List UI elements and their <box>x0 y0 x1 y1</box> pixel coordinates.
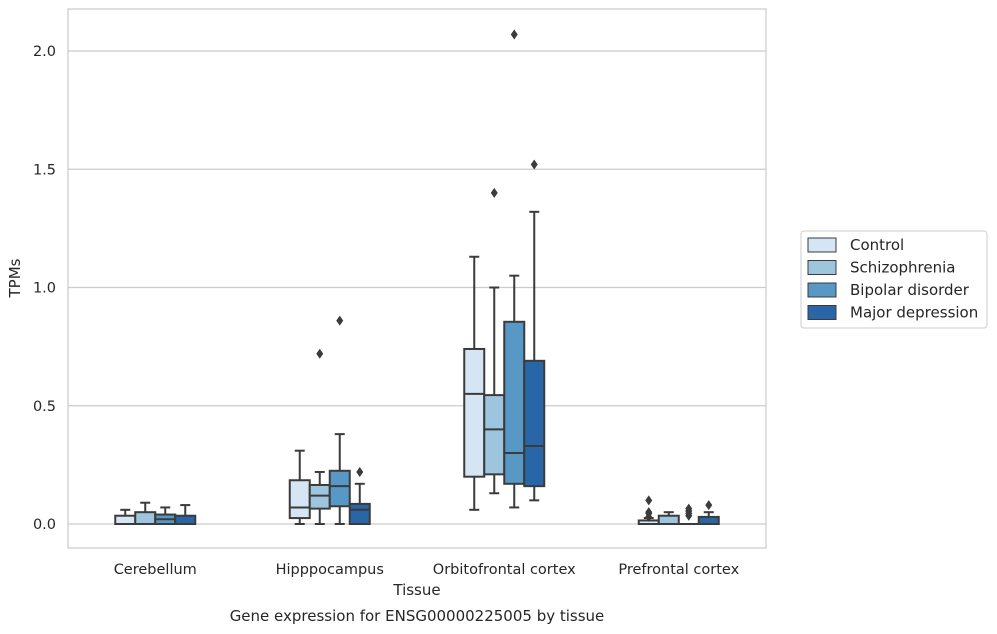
outlier-point <box>490 187 498 198</box>
x-tick-label: Cerebellum <box>114 562 197 578</box>
legend-swatch <box>807 260 837 275</box>
legend-swatch <box>807 237 837 253</box>
box <box>523 359 546 488</box>
legend: Control Schizophrenia Bipolar disorder Majo… <box>800 230 988 329</box>
box <box>657 514 680 525</box>
chart-caption: Gene expression for ENSG00000225005 by t… <box>230 607 605 625</box>
plot-area-background <box>68 9 766 548</box>
box <box>697 515 720 526</box>
legend-label: Major depression <box>850 304 978 322</box>
outlier-point <box>316 348 324 359</box>
box <box>483 394 506 476</box>
x-tick-label: Prefrontal cortex <box>618 562 739 578</box>
y-axis-ticks: 0.0 0.5 1.0 1.5 2.0 <box>33 44 56 533</box>
box <box>503 320 526 485</box>
outlier-point <box>645 507 653 518</box>
box <box>348 502 371 525</box>
legend-label: Control <box>850 236 904 254</box>
box <box>463 347 486 478</box>
x-axis-label: Tissue <box>392 581 440 599</box>
y-tick-label: 0.5 <box>33 399 56 415</box>
box <box>288 479 311 520</box>
box-group <box>637 495 720 526</box>
outlier-point <box>510 29 518 40</box>
legend-label: Schizophrenia <box>850 259 955 277</box>
outlier-point <box>530 159 538 170</box>
y-tick-label: 1.5 <box>33 162 56 178</box>
y-axis-label: TPMs <box>6 258 24 298</box>
outlier-point <box>645 495 653 506</box>
y-tick-label: 1.0 <box>33 281 56 297</box>
x-axis-ticks: Cerebellum Hipppocampus Orbitofrontal cort… <box>114 562 740 578</box>
box-groups <box>114 29 720 526</box>
outlier-point <box>336 315 344 326</box>
box-group <box>463 29 546 511</box>
legend-swatch <box>807 282 837 298</box>
outlier-point <box>705 500 713 511</box>
outlier-point <box>685 503 693 514</box>
box-group <box>288 315 371 525</box>
plot-frame <box>67 8 767 549</box>
x-tick-label: Hipppocampus <box>276 562 384 578</box>
box <box>328 469 351 508</box>
x-tick-label: Orbitofrontal cortex <box>433 562 576 578</box>
y-tick-label: 2.0 <box>33 44 56 60</box>
box <box>174 514 197 525</box>
legend-swatch <box>807 305 837 320</box>
outlier-point <box>356 466 364 477</box>
box-group <box>114 501 197 525</box>
box <box>134 511 157 525</box>
legend-frame <box>800 230 988 329</box>
y-tick-label: 0.0 <box>33 517 56 533</box>
box <box>114 514 137 525</box>
box <box>308 483 331 510</box>
legend-label: Bipolar disorder <box>850 281 970 299</box>
